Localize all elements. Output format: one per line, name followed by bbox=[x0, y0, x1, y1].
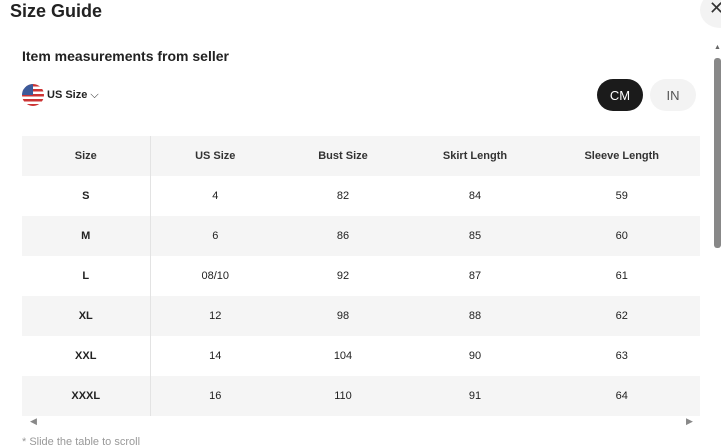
vertical-scrollbar[interactable]: ▲ bbox=[714, 44, 721, 254]
table-cell: 84 bbox=[468, 190, 482, 202]
table-cell: 82 bbox=[336, 190, 350, 202]
table-cell: 64 bbox=[615, 390, 628, 402]
table-cell: 14 bbox=[209, 350, 222, 362]
size-region-dropdown[interactable]: US Size ⌵ bbox=[22, 84, 99, 106]
scrollbar-thumb[interactable] bbox=[714, 58, 721, 248]
table-cell: 86 bbox=[336, 230, 350, 242]
close-icon: ✕ bbox=[709, 0, 721, 18]
table-cell: 6 bbox=[212, 230, 219, 242]
scroll-right-icon[interactable]: ▶ bbox=[686, 416, 693, 426]
table-cell: XXL bbox=[22, 336, 151, 376]
table-cell: 92 bbox=[336, 270, 350, 282]
table-cell: 59 bbox=[615, 190, 628, 202]
table-cell: M bbox=[22, 216, 151, 256]
scroll-left-icon[interactable]: ◀ bbox=[30, 416, 37, 426]
table-cell: 16 bbox=[209, 390, 222, 402]
column-header: Sleeve Length bbox=[584, 150, 660, 162]
scroll-hint: * Slide the table to scroll bbox=[22, 436, 141, 448]
table-cell: 4 bbox=[212, 190, 219, 202]
chevron-down-icon: ⌵ bbox=[90, 88, 99, 101]
table-row: S 4 82 84 59 bbox=[22, 176, 700, 216]
table-cell: 104 bbox=[333, 350, 353, 362]
table-cell: 88 bbox=[468, 310, 482, 322]
table-cell: 12 bbox=[209, 310, 222, 322]
column-header: Size bbox=[22, 136, 151, 176]
us-flag-icon bbox=[22, 84, 44, 106]
size-table: Size US Size Bust Size Skirt Length Slee… bbox=[22, 136, 700, 416]
scroll-up-icon[interactable]: ▲ bbox=[714, 44, 721, 51]
page-title: Size Guide bbox=[10, 1, 103, 21]
table-cell: 87 bbox=[468, 270, 482, 282]
column-header: US Size bbox=[195, 150, 236, 162]
table-cell: 08/10 bbox=[201, 270, 230, 282]
table-row: L 08/10 92 87 61 bbox=[22, 256, 700, 296]
column-header: Bust Size bbox=[318, 150, 368, 162]
table-cell: 63 bbox=[615, 350, 628, 362]
table-cell: XXXL bbox=[22, 376, 151, 416]
table-row: M 6 86 85 60 bbox=[22, 216, 700, 256]
size-region-label: US Size bbox=[47, 89, 88, 101]
table-cell: 62 bbox=[615, 310, 628, 322]
table-cell: L bbox=[22, 256, 151, 296]
table-cell: 85 bbox=[468, 230, 482, 242]
table-row: XL 12 98 88 62 bbox=[22, 296, 700, 336]
unit-in-button[interactable]: IN bbox=[650, 79, 696, 111]
table-row: XXL 14 104 90 63 bbox=[22, 336, 700, 376]
table-cell: 60 bbox=[615, 230, 628, 242]
table-header-row: Size US Size Bust Size Skirt Length Slee… bbox=[22, 136, 700, 176]
table-cell: 98 bbox=[336, 310, 350, 322]
unit-cm-button[interactable]: CM bbox=[597, 79, 643, 111]
table-cell: 110 bbox=[334, 390, 352, 402]
section-subtitle: Item measurements from seller bbox=[22, 48, 229, 64]
column-header: Skirt Length bbox=[442, 150, 508, 162]
table-cell: 61 bbox=[615, 270, 628, 282]
table-row: XXXL 16 110 91 64 bbox=[22, 376, 700, 416]
table-cell: XL bbox=[22, 296, 151, 336]
table-cell: 91 bbox=[468, 390, 482, 402]
close-button[interactable]: ✕ bbox=[700, 0, 721, 28]
table-cell: 90 bbox=[468, 350, 482, 362]
table-cell: S bbox=[22, 176, 151, 216]
